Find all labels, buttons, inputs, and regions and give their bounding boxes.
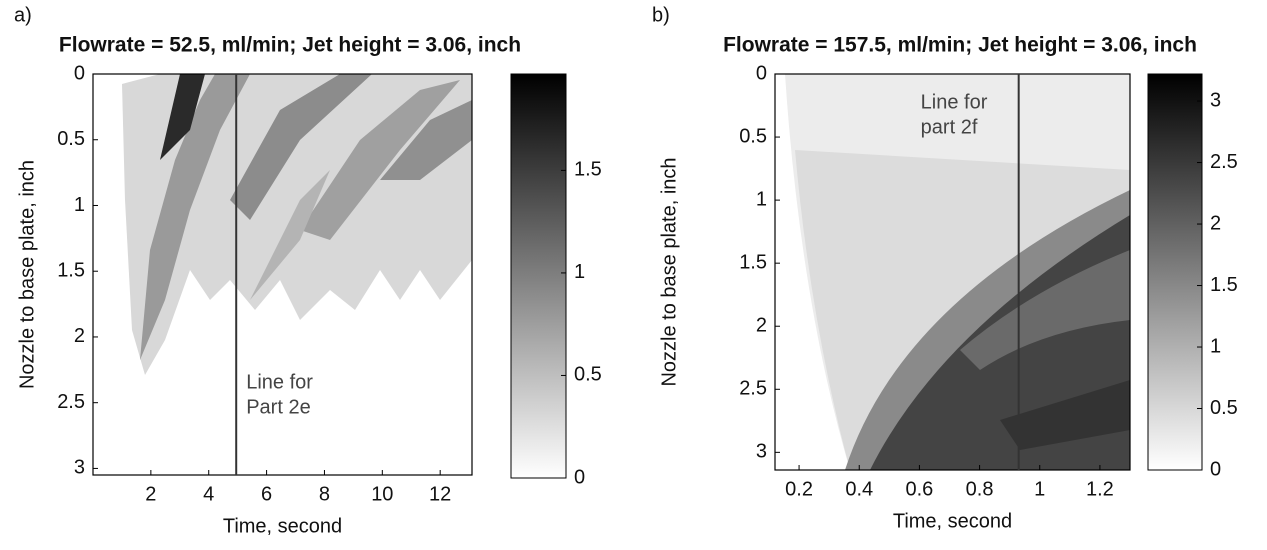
annotation-text: Line for <box>246 371 313 393</box>
x-tick-label: 4 <box>203 483 214 505</box>
y-tick-label: 0 <box>74 62 85 84</box>
y-tick-label: 1.5 <box>739 251 767 273</box>
colorbar-tick-label: 0 <box>1210 458 1221 480</box>
chart-title: Flowrate = 157.5, ml/min; Jet height = 3… <box>723 34 1197 57</box>
y-tick-label: 2 <box>74 325 85 347</box>
colorbar-tick-label: 1.5 <box>1210 274 1238 296</box>
x-axis-label: Time, second <box>223 515 342 537</box>
annotation-text: Part 2e <box>246 396 310 418</box>
y-tick-label: 1.5 <box>57 259 85 281</box>
colorbar-tick-label: 0.5 <box>1210 397 1238 419</box>
y-tick-label: 1 <box>74 194 85 216</box>
y-tick-label: 3 <box>74 457 85 479</box>
x-tick-label: 0.8 <box>966 478 994 500</box>
y-tick-label: 1 <box>756 188 767 210</box>
x-tick-label: 12 <box>429 483 451 505</box>
colorbar-tick-label: 3 <box>1210 89 1221 111</box>
y-tick-label: 3 <box>756 441 767 463</box>
annotation-text: Line for <box>921 91 988 113</box>
x-tick-label: 10 <box>371 483 393 505</box>
y-axis-label: Nozzle to base plate, inch <box>658 157 680 386</box>
x-tick-label: 0.4 <box>845 478 873 500</box>
y-axis-label: Nozzle to base plate, inch <box>16 160 38 389</box>
y-tick-label: 0.5 <box>739 125 767 147</box>
panel-label: b) <box>652 4 670 26</box>
x-tick-label: 2 <box>145 483 156 505</box>
colorbar-tick-label: 2.5 <box>1210 151 1238 173</box>
x-tick-label: 0.6 <box>906 478 934 500</box>
y-tick-label: 2.5 <box>739 378 767 400</box>
colorbar-tick-label: 2 <box>1210 212 1221 234</box>
heatmap-image <box>122 74 472 375</box>
plot-frame <box>774 73 1131 471</box>
colorbar-tick-label: 0 <box>574 466 585 488</box>
colorbar-tick-label: 1.5 <box>574 159 602 181</box>
annotation-text: part 2f <box>921 116 978 138</box>
x-tick-label: 6 <box>261 483 272 505</box>
x-axis-label: Time, second <box>893 510 1012 532</box>
y-tick-label: 0 <box>756 62 767 84</box>
colorbar <box>510 73 567 479</box>
panel-label: a) <box>14 4 32 26</box>
colorbar <box>1147 73 1203 471</box>
x-tick-label: 8 <box>319 483 330 505</box>
x-tick-label: 1.2 <box>1086 478 1114 500</box>
plot-frame <box>92 73 473 476</box>
chart-title: Flowrate = 52.5, ml/min; Jet height = 3.… <box>59 34 521 57</box>
x-tick-label: 0.2 <box>785 478 813 500</box>
y-tick-label: 2 <box>756 315 767 337</box>
colorbar-tick-label: 1 <box>574 261 585 283</box>
y-tick-label: 2.5 <box>57 391 85 413</box>
colorbar-tick-label: 1 <box>1210 335 1221 357</box>
x-tick-label: 1 <box>1034 478 1045 500</box>
heatmap-image <box>785 74 1130 470</box>
y-tick-label: 0.5 <box>57 128 85 150</box>
colorbar-tick-label: 0.5 <box>574 364 602 386</box>
